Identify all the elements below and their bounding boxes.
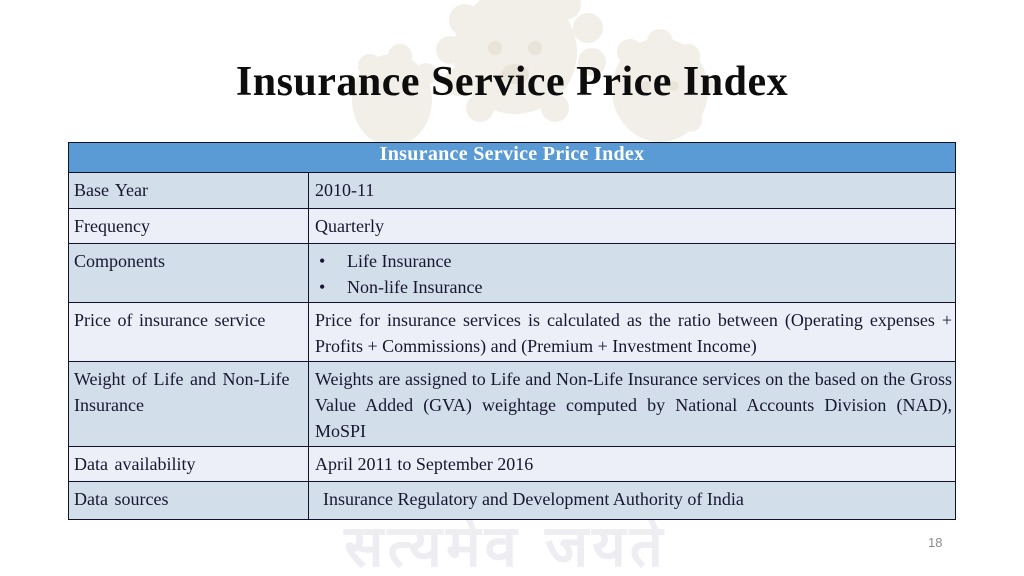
row-label: Data availability <box>68 446 309 482</box>
table-header-row: Insurance Service Price Index <box>67 142 957 173</box>
row-label: Components <box>68 243 309 303</box>
page-number: 18 <box>928 535 943 550</box>
table-row-weight: Weight of Life and Non-Life Insurance We… <box>68 361 957 447</box>
list-item: Non-life Insurance <box>315 274 951 300</box>
table-row-data-availability: Data availability April 2011 to Septembe… <box>68 446 957 482</box>
table-header: Insurance Service Price Index <box>67 142 957 173</box>
table-row-components: Components Life Insurance Non-life Insur… <box>68 243 957 303</box>
row-value: Life Insurance Non-life Insurance <box>307 243 957 303</box>
row-value: Insurance Regulatory and Development Aut… <box>307 481 957 520</box>
table-row-frequency: Frequency Quarterly <box>68 208 957 244</box>
row-value: Weights are assigned to Life and Non-Lif… <box>307 361 957 447</box>
table-row-price: Price of insurance service Price for ins… <box>68 302 957 362</box>
table-row-base-year: Base Year 2010-11 <box>68 172 957 209</box>
components-list: Life Insurance Non-life Insurance <box>315 248 951 300</box>
info-table: Insurance Service Price Index Base Year … <box>67 142 957 520</box>
table-row-data-sources: Data sources Insurance Regulatory and De… <box>68 481 957 520</box>
row-value: Quarterly <box>307 208 957 244</box>
row-label: Price of insurance service <box>68 302 309 362</box>
row-value: 2010-11 <box>307 172 957 209</box>
row-value: April 2011 to September 2016 <box>307 446 957 482</box>
row-value: Price for insurance services is calculat… <box>307 302 957 362</box>
row-label: Frequency <box>68 208 309 244</box>
row-label: Base Year <box>68 172 309 209</box>
page-title: Insurance Service Price Index <box>235 59 789 105</box>
row-label: Weight of Life and Non-Life Insurance <box>68 361 309 447</box>
row-label: Data sources <box>68 481 309 520</box>
list-item: Life Insurance <box>315 248 951 274</box>
